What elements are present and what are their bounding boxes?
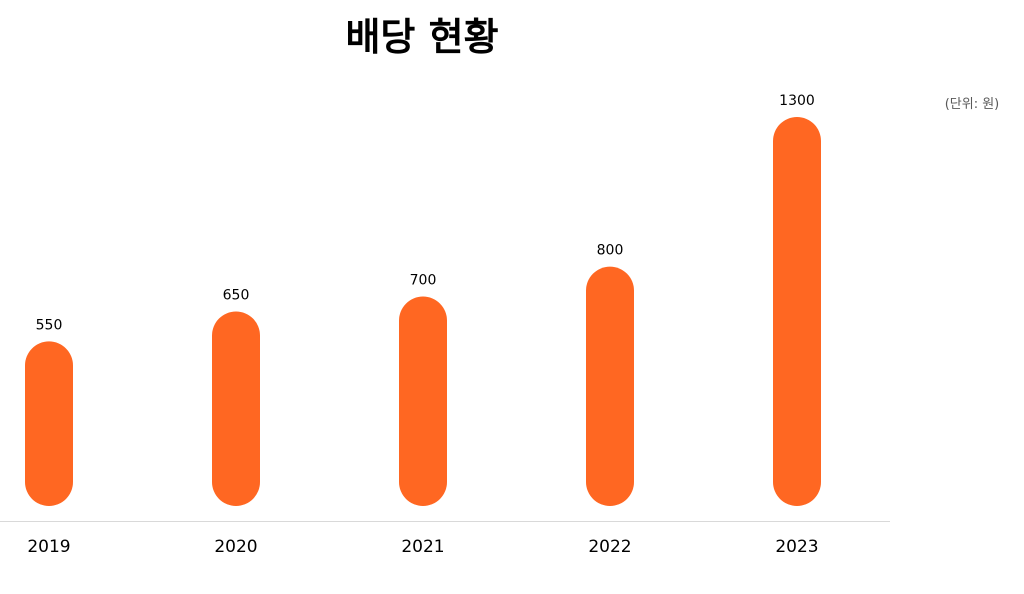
value-label-2019: 550 bbox=[36, 317, 63, 333]
bar-series bbox=[25, 117, 821, 506]
bar-2022 bbox=[586, 266, 634, 506]
chart-title: 배당 현황 bbox=[345, 15, 498, 59]
category-label-2019: 2019 bbox=[27, 537, 70, 557]
unit-label: (단위: 원) bbox=[945, 97, 1000, 112]
bar-2019 bbox=[25, 341, 73, 506]
value-label-2022: 800 bbox=[597, 243, 624, 259]
category-label-2023: 2023 bbox=[775, 537, 818, 557]
bar-2020 bbox=[212, 311, 260, 506]
value-labels: 550 650 700 800 1300 bbox=[36, 93, 815, 333]
category-label-2021: 2021 bbox=[401, 537, 444, 557]
category-label-2022: 2022 bbox=[588, 537, 631, 557]
bar-2023 bbox=[773, 117, 821, 506]
value-label-2023: 1300 bbox=[779, 93, 815, 109]
bar-2021 bbox=[399, 296, 447, 506]
category-labels: 2019 2020 2021 2022 2023 bbox=[27, 537, 818, 557]
value-label-2020: 650 bbox=[223, 288, 250, 304]
category-label-2020: 2020 bbox=[214, 537, 257, 557]
value-label-2021: 700 bbox=[410, 273, 437, 289]
